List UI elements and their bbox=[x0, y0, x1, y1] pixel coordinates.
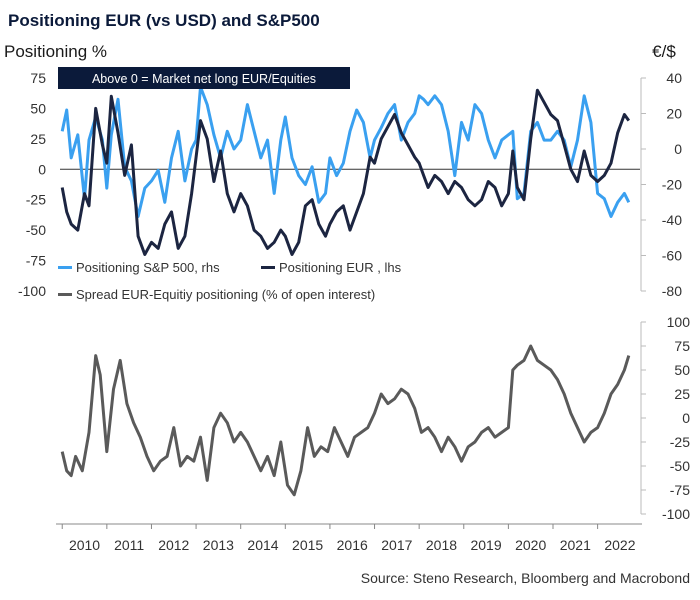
right-tick-label: -40 bbox=[662, 212, 682, 228]
bottom-right-tick-label: 75 bbox=[674, 338, 690, 354]
right-tick-label: 0 bbox=[674, 141, 682, 157]
x-tick-label: 2010 bbox=[69, 537, 100, 553]
left-tick-label: 50 bbox=[30, 100, 46, 116]
top-series-group bbox=[60, 85, 631, 256]
right-tick-label: -60 bbox=[662, 248, 682, 264]
x-tick-label: 2017 bbox=[381, 537, 412, 553]
bottom-right-tick-label: 25 bbox=[674, 386, 690, 402]
left-tick-label: 25 bbox=[30, 131, 46, 147]
bottom-right-tick-label: 100 bbox=[667, 314, 691, 330]
x-tick-label: 2014 bbox=[247, 537, 278, 553]
right-tick-label: -80 bbox=[662, 283, 682, 299]
x-tick-label: 2013 bbox=[203, 537, 234, 553]
legend-swatch-sp500 bbox=[58, 266, 72, 269]
left-tick-label: -25 bbox=[26, 192, 46, 208]
legend-label-sp500: Positioning S&P 500, rhs bbox=[76, 260, 220, 275]
x-tick-label: 2016 bbox=[337, 537, 368, 553]
bottom-right-tick-label: -25 bbox=[670, 434, 690, 450]
left-tick-label: 75 bbox=[30, 70, 46, 86]
x-tick-label: 2020 bbox=[515, 537, 546, 553]
x-tick-label: 2018 bbox=[426, 537, 457, 553]
legend: Positioning S&P 500, rhs Positioning EUR… bbox=[58, 260, 402, 302]
bottom-series-group bbox=[60, 344, 631, 497]
legend-label-eur: Positioning EUR , lhs bbox=[279, 260, 402, 275]
x-tick-label: 2019 bbox=[470, 537, 501, 553]
right-tick-label: 20 bbox=[666, 106, 682, 122]
x-tick-label: 2011 bbox=[114, 537, 144, 553]
series-line-eur-positioning bbox=[60, 88, 631, 256]
x-tick-label: 2012 bbox=[158, 537, 189, 553]
x-tick-label: 2021 bbox=[560, 537, 591, 553]
right-tick-label: 40 bbox=[666, 70, 682, 86]
legend-swatch-spread bbox=[58, 293, 72, 296]
right-tick-label: -20 bbox=[662, 177, 682, 193]
series-line-spread bbox=[60, 344, 631, 497]
legend-swatch-eur bbox=[261, 266, 275, 269]
bottom-right-tick-label: -100 bbox=[662, 506, 690, 522]
right-axis-label: €/$ bbox=[652, 42, 676, 61]
x-tick-label: 2015 bbox=[292, 537, 323, 553]
left-tick-label: -50 bbox=[26, 222, 46, 238]
series-line-sp500-positioning bbox=[60, 85, 631, 218]
bottom-right-tick-label: -75 bbox=[670, 482, 690, 498]
bottom-right-tick-label: 0 bbox=[682, 410, 690, 426]
annotation-text: Above 0 = Market net long EUR/Equities bbox=[92, 72, 316, 86]
left-axis-label: Positioning % bbox=[4, 42, 107, 61]
source-note: Source: Steno Research, Bloomberg and Ma… bbox=[361, 570, 690, 586]
left-tick-label: -100 bbox=[18, 283, 46, 299]
legend-label-spread: Spread EUR-Equitiy positioning (% of ope… bbox=[76, 287, 375, 302]
bottom-right-tick-label: 50 bbox=[674, 362, 690, 378]
annotation-background bbox=[58, 67, 350, 89]
annotation-box: Above 0 = Market net long EUR/Equities bbox=[58, 67, 350, 89]
bottom-axes: 100 75 50 25 0 -25 -50 -75 -100 2010 2011 2012 2013 2… bbox=[56, 314, 690, 553]
left-tick-label: 0 bbox=[38, 161, 46, 177]
left-tick-label: -75 bbox=[26, 253, 46, 269]
chart-title: Positioning EUR (vs USD) and S&P500 bbox=[8, 11, 320, 30]
bottom-right-tick-label: -50 bbox=[670, 458, 690, 474]
top-axes: 75 50 25 0 -25 -50 -75 -100 40 20 0 -20 -40 -60 -80 bbox=[18, 70, 682, 299]
x-tick-label: 2022 bbox=[604, 537, 635, 553]
